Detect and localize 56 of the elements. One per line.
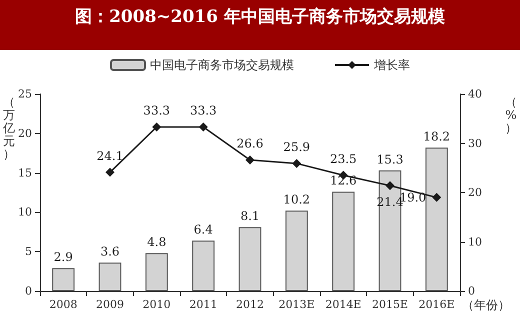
y-tick-label: 25 (18, 88, 32, 100)
y2-tick-label: 30 (468, 136, 482, 150)
point (246, 155, 254, 164)
y2-tick-label: 10 (468, 235, 482, 248)
point (292, 158, 302, 168)
chart-title: 图：2008~2016 年中国电子商务市场交易规模 (0, 0, 520, 50)
bar (378, 170, 402, 291)
y-tick-label: 10 (18, 206, 32, 219)
x-axis-title: （年份） (462, 298, 510, 312)
bar (192, 240, 215, 291)
data-label: 33.3 (190, 103, 217, 118)
bar (238, 227, 262, 291)
x-tick-label: 2009 (96, 298, 124, 311)
point (432, 192, 442, 202)
x-tick-label: 2011 (189, 298, 218, 311)
bar (52, 268, 75, 291)
legend-label: 增长率 (373, 58, 410, 72)
data-label: 10.2 (283, 192, 310, 207)
y-tick-label: 20 (18, 126, 32, 140)
data-label: 4.8 (147, 235, 166, 250)
data-label: 8.1 (240, 209, 260, 224)
data-label: 18.2 (423, 130, 450, 144)
point (386, 181, 394, 190)
point (152, 122, 162, 132)
bar (98, 262, 122, 291)
data-label: 6.4 (194, 222, 214, 237)
data-label: 23.5 (330, 152, 357, 166)
x-tick-label: 2016E (418, 298, 455, 311)
legend-label: 中国电子商务市场交易规模 (150, 58, 294, 72)
data-label: 15.3 (376, 152, 404, 166)
point (106, 168, 114, 177)
y-tick-label: 15 (18, 166, 32, 180)
y-axis-title: （万亿元） (2, 95, 16, 161)
data-label: 26.6 (236, 136, 264, 150)
x-tick-label: 2015E (372, 298, 408, 311)
x-tick-label: 2014E (325, 298, 362, 311)
point (198, 122, 208, 132)
y-tick-label: 5 (25, 245, 32, 258)
bar (332, 192, 355, 291)
x-tick-label: 2008 (49, 298, 78, 311)
data-label: 3.6 (100, 244, 120, 259)
y2-tick-label: 40 (468, 88, 482, 100)
x-tick-label: 2012 (236, 298, 264, 311)
data-label: 2.9 (54, 250, 73, 264)
y2-tick-label: 0 (468, 284, 475, 298)
y2-tick-label: 20 (468, 186, 482, 199)
bar (145, 253, 168, 291)
data-label: 33.3 (143, 103, 170, 118)
bar (425, 148, 448, 291)
x-tick-label: 2013E (278, 298, 315, 311)
data-label: 24.1 (96, 148, 124, 163)
data-label: 25.9 (283, 140, 310, 154)
bar (285, 210, 308, 291)
y-tick-label: 0 (25, 284, 32, 298)
y2-axis-title: （%） (504, 95, 518, 135)
x-tick-label: 2010 (142, 298, 171, 311)
